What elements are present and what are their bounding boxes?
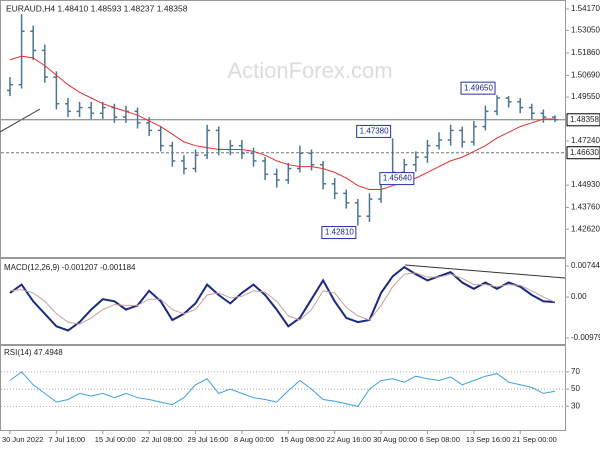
- price-label: 1.48358: [570, 115, 599, 124]
- y-tick-label: 1.44930: [571, 180, 600, 189]
- price-label-box: [566, 113, 600, 127]
- y-tick-label: 1.43760: [571, 203, 600, 212]
- line: [9, 371, 556, 407]
- x-tick-label: 30 Aug 00:00: [373, 435, 417, 444]
- y-tick-label: 30: [571, 401, 580, 410]
- y-tick-label: 50: [571, 384, 580, 393]
- annotation: 1.45640: [383, 174, 412, 183]
- y-tick-label: 1.51860: [571, 48, 600, 57]
- x-tick-label: 21 Sep 00:00: [512, 435, 557, 444]
- macd-title: MACD(12,26,9) -0.001207 -0.001184: [4, 263, 136, 272]
- y-tick-label: 70: [571, 367, 580, 376]
- annotation: 1.42810: [325, 228, 354, 237]
- x-tick-label: 22 Jul 08:00: [141, 435, 182, 444]
- x-tick-label: 8 Aug 00:00: [234, 435, 274, 444]
- annotation: 1.47380: [360, 127, 389, 136]
- x-tick-label: 15 Jul 00:00: [95, 435, 136, 444]
- x-tick-label: 13 Sep 16:00: [466, 435, 511, 444]
- trend-line: [0, 108, 41, 133]
- y-tick-label: 1.47240: [571, 136, 600, 145]
- trend-line: [404, 264, 566, 279]
- price-label: 1.46630: [570, 148, 599, 157]
- annotation-box: [460, 81, 496, 95]
- chart-title: EURAUD,H4 1.48410 1.48593 1.48237 1.4835…: [6, 3, 188, 13]
- x-tick-label: 7 Jul 16:00: [48, 435, 85, 444]
- y-tick-label: 0.00: [571, 292, 587, 301]
- y-tick-label: 1.54170: [571, 4, 600, 13]
- y-tick-label: 1.50690: [571, 70, 600, 79]
- x-tick-label: 30 Jun 2022: [2, 435, 43, 444]
- x-tick-label: 29 Jul 16:00: [188, 435, 229, 444]
- y-tick-label: -0.009794: [571, 333, 600, 342]
- annotation-box: [321, 226, 357, 240]
- y-tick-label: 1.49550: [571, 92, 600, 101]
- macd-pane: [0, 258, 566, 345]
- rsi-pane: [0, 345, 566, 431]
- y-tick-label: 1.53050: [571, 25, 600, 34]
- x-tick-label: 6 Sep 08:00: [419, 435, 459, 444]
- line: [9, 55, 555, 190]
- x-tick-label: 15 Aug 08:00: [280, 435, 324, 444]
- watermark: ActionForex.com: [227, 58, 392, 83]
- annotation: 1.49650: [464, 83, 493, 92]
- line: [9, 272, 556, 325]
- y-tick-label: 0.007441: [571, 261, 600, 270]
- line: [9, 265, 556, 332]
- price-pane: [0, 0, 566, 258]
- rsi-title: RSI(14) 47.4948: [4, 348, 63, 357]
- x-tick-label: 22 Aug 16:00: [327, 435, 371, 444]
- annotation-box: [356, 124, 392, 138]
- annotation-box: [379, 172, 415, 186]
- price-label-box: [566, 146, 600, 160]
- y-tick-label: 1.42620: [571, 224, 600, 233]
